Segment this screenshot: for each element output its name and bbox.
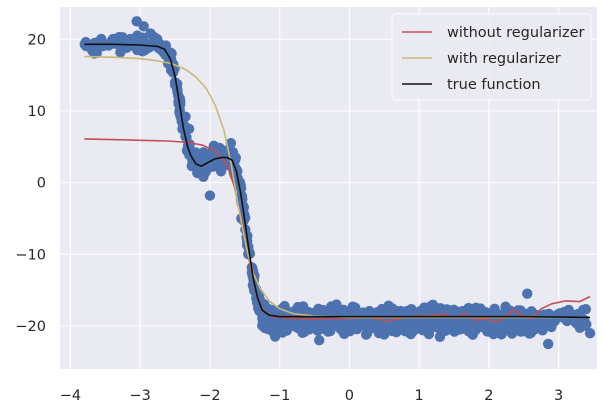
scatter-point bbox=[522, 288, 533, 299]
scatter-point bbox=[553, 310, 564, 321]
x-tick-label: 3 bbox=[554, 388, 563, 404]
x-tick-label: −4 bbox=[60, 388, 81, 404]
y-tick-label: 20 bbox=[28, 32, 46, 48]
legend-box bbox=[391, 13, 592, 101]
series-lines bbox=[84, 43, 591, 324]
legend-label-true-function: true function bbox=[447, 77, 541, 93]
scatter-point bbox=[436, 320, 447, 331]
scatter-point bbox=[469, 317, 481, 328]
scatter-point bbox=[114, 31, 125, 43]
scatter-point bbox=[145, 28, 156, 39]
scatter-point bbox=[138, 21, 149, 32]
x-tick-label: 0 bbox=[345, 388, 354, 404]
scatter-point bbox=[338, 327, 349, 338]
legend-label-with-regularizer: with regularizer bbox=[447, 51, 561, 67]
scatter-point bbox=[167, 67, 179, 78]
scatter-point bbox=[180, 111, 191, 122]
scatter-point bbox=[173, 98, 184, 109]
scatter-point bbox=[584, 327, 596, 339]
series-line-without-regularizer bbox=[84, 138, 591, 324]
scatter-point bbox=[360, 329, 372, 340]
scatter-point bbox=[257, 306, 268, 317]
scatter-point bbox=[479, 321, 490, 333]
y-tick-label: 0 bbox=[37, 176, 46, 192]
scatter-point bbox=[500, 301, 511, 312]
y-tick-label: −20 bbox=[15, 319, 46, 335]
scatter-point bbox=[535, 317, 547, 329]
scatter-point bbox=[574, 322, 586, 333]
scatter-point bbox=[489, 303, 500, 314]
scatter-point bbox=[542, 338, 554, 350]
scatter-point bbox=[297, 302, 309, 313]
scatter-point bbox=[190, 147, 202, 158]
scatter-point bbox=[470, 305, 481, 317]
scatter-point bbox=[519, 326, 531, 337]
scatter-point bbox=[271, 318, 282, 329]
scatter-point bbox=[376, 303, 388, 315]
scatter-point bbox=[513, 305, 524, 316]
x-tick-label: −2 bbox=[199, 388, 220, 404]
scatter-point bbox=[211, 160, 222, 171]
legend-label-without-regularizer: without regularizer bbox=[447, 25, 585, 41]
scatter-point bbox=[373, 327, 385, 339]
x-tick-label: −1 bbox=[269, 388, 290, 404]
scatter-point bbox=[225, 137, 237, 149]
scatter-point bbox=[132, 44, 143, 56]
y-tick-label: −10 bbox=[15, 247, 46, 263]
x-tick-label: 1 bbox=[415, 388, 424, 404]
scatter-point bbox=[580, 304, 592, 315]
scatter-point bbox=[169, 77, 181, 88]
scatter-point bbox=[132, 30, 143, 41]
x-axis-ticks: −4 −3 −2 −1 0 1 2 3 bbox=[60, 388, 563, 404]
x-tick-label: −3 bbox=[130, 388, 151, 404]
scatter-point bbox=[204, 190, 216, 201]
scatter-point bbox=[80, 36, 92, 48]
scatter-point bbox=[453, 318, 464, 330]
series-line-true-function bbox=[84, 43, 591, 319]
scatter-point bbox=[314, 334, 325, 346]
scatter-point bbox=[350, 302, 361, 314]
scatter-point bbox=[277, 327, 288, 338]
scatter-point bbox=[415, 319, 426, 330]
scatter-point bbox=[355, 319, 366, 331]
scatter-point bbox=[405, 328, 417, 340]
scatter-point bbox=[386, 320, 397, 332]
scatter-point bbox=[488, 328, 499, 340]
scatter-point bbox=[98, 40, 109, 51]
scatter-point bbox=[214, 142, 225, 154]
y-tick-label: 10 bbox=[28, 104, 46, 120]
y-axis-ticks: 20 10 0 −10 −20 bbox=[15, 32, 46, 335]
legend: without regularizer with regularizer tru… bbox=[391, 13, 592, 101]
x-tick-label: 2 bbox=[484, 388, 493, 404]
scatter-point bbox=[529, 324, 540, 335]
scatter-point bbox=[183, 123, 195, 135]
